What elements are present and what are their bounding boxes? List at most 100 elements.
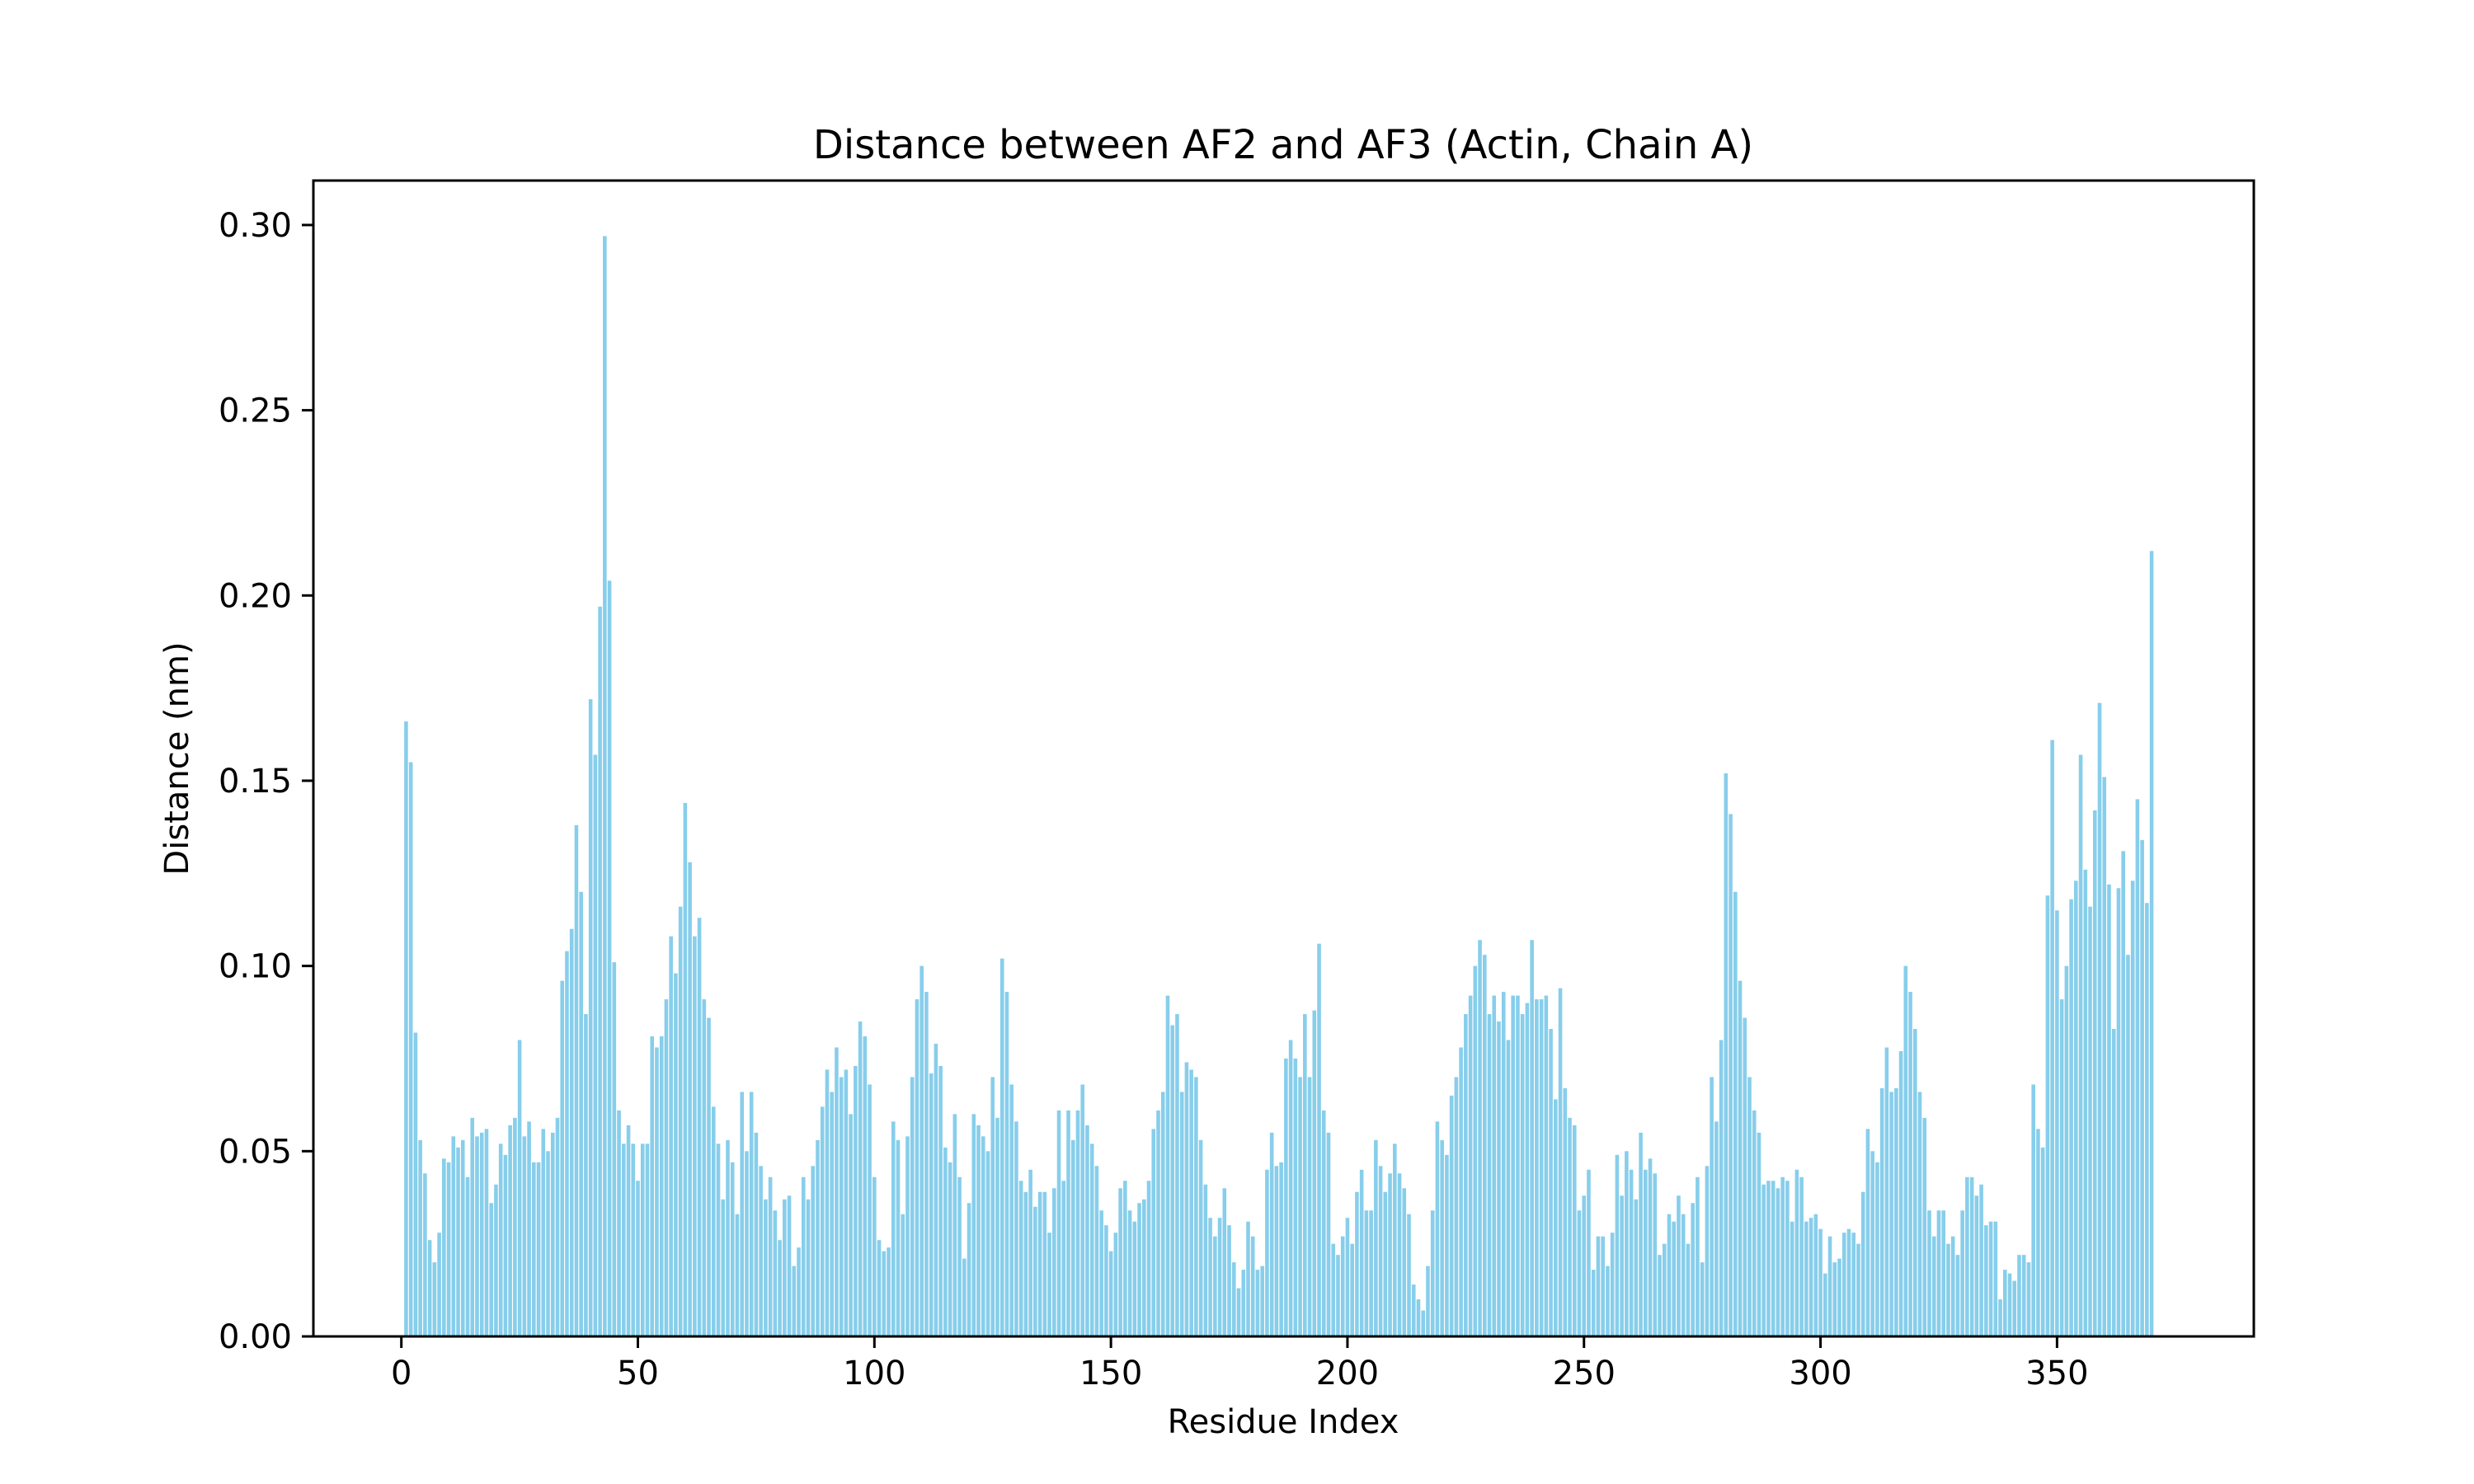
bar [773,1210,778,1336]
bar [489,1203,493,1336]
bar [943,1147,948,1336]
bar [1757,1132,1761,1336]
bar [494,1184,498,1336]
bar [655,1047,659,1336]
bar [839,1077,844,1336]
bar [2064,965,2069,1336]
bar [854,1065,858,1336]
bar [816,1139,820,1336]
bar [1255,1270,1260,1336]
bar [891,1121,896,1336]
bar [1752,1110,1757,1336]
bar [1359,1169,1364,1336]
y-tick-label: 0.10 [219,948,292,986]
bar [1516,995,1520,1336]
bar [1241,1270,1246,1336]
bar [1127,1210,1132,1336]
bar [579,891,583,1336]
bar [1998,1299,2002,1336]
y-axis-ticks: 0.00 0.05 0.10 0.15 0.20 0.25 0.30 [219,207,313,1356]
bar [1700,1262,1705,1336]
bar [1435,1121,1440,1336]
bar [1520,1014,1525,1336]
bar [1851,1233,1856,1336]
bar [787,1195,792,1336]
bar [1799,1176,1804,1336]
bar [1170,1025,1174,1336]
bar [749,1092,754,1336]
bar [588,699,593,1336]
bar [1483,955,1487,1336]
plot-frame [312,179,2255,1338]
bar [423,1173,427,1336]
bar [418,1139,422,1336]
bar [2121,851,2125,1336]
bar [1260,1266,1264,1336]
bar [1004,992,1009,1336]
bar [664,999,669,1336]
bar [1274,1166,1279,1336]
bar [1554,1099,1558,1336]
bar [1870,1151,1874,1336]
bar [636,1181,640,1336]
bar [1780,1176,1785,1336]
bar [1070,1139,1075,1336]
bar [1941,1210,1945,1336]
bar [427,1240,432,1336]
bar [896,1139,901,1336]
bar [1606,1266,1610,1336]
bar [2107,884,2111,1336]
x-axis-title: Residue Index [1168,1403,1399,1441]
bar [1766,1181,1771,1336]
bar [1865,1129,1870,1336]
bar [2074,881,2078,1336]
x-axis-ticks: 0 50 100 150 200 250 300 350 [391,1336,2089,1392]
bar [1912,1029,1917,1336]
bar [1449,1095,1454,1336]
bar [1132,1221,1137,1336]
bar [1288,1040,1293,1336]
bar [1411,1284,1416,1336]
bar [934,1044,938,1336]
bar [612,962,617,1336]
bar [1454,1077,1459,1336]
bar [783,1199,787,1336]
bar [451,1136,456,1336]
bar [1160,1092,1165,1336]
bar [1794,1169,1799,1336]
bar [858,1021,863,1336]
bar [1558,988,1563,1336]
bar [1946,1243,1950,1336]
bar [2059,999,2064,1336]
bar [574,824,579,1336]
bar [2031,1084,2035,1336]
bar [957,1176,962,1336]
bar [1018,1181,1023,1336]
bar [1236,1288,1241,1336]
bar [1345,1218,1350,1336]
bar [550,1132,555,1336]
bar [522,1136,527,1336]
bar [1014,1121,1018,1336]
bar [446,1162,451,1336]
bar [2111,1029,2116,1336]
bar [437,1233,441,1336]
bar [503,1154,508,1336]
bar [2002,1270,2007,1336]
bar [863,1036,868,1336]
bar [811,1166,816,1336]
bar [678,906,683,1336]
bar [1620,1195,1624,1336]
bar [1179,1092,1184,1336]
bar [1785,1181,1790,1336]
bar [1213,1236,1217,1336]
bar [735,1214,740,1336]
bar [1790,1221,1794,1336]
bar [1979,1184,1983,1336]
bar [1639,1132,1643,1336]
bar [1061,1181,1066,1336]
bar [1875,1162,1879,1336]
bar [1033,1206,1037,1336]
bar [1710,1077,1714,1336]
bar [801,1176,806,1336]
